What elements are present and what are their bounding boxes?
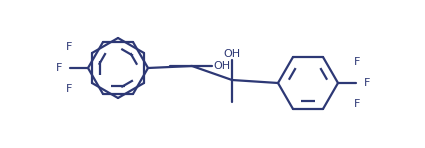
Text: F: F bbox=[66, 42, 72, 52]
Text: F: F bbox=[66, 84, 72, 94]
Text: F: F bbox=[354, 99, 360, 109]
Text: OH: OH bbox=[213, 61, 230, 71]
Text: F: F bbox=[364, 78, 370, 88]
Text: F: F bbox=[354, 57, 360, 67]
Text: OH: OH bbox=[224, 49, 241, 59]
Text: F: F bbox=[56, 63, 62, 73]
